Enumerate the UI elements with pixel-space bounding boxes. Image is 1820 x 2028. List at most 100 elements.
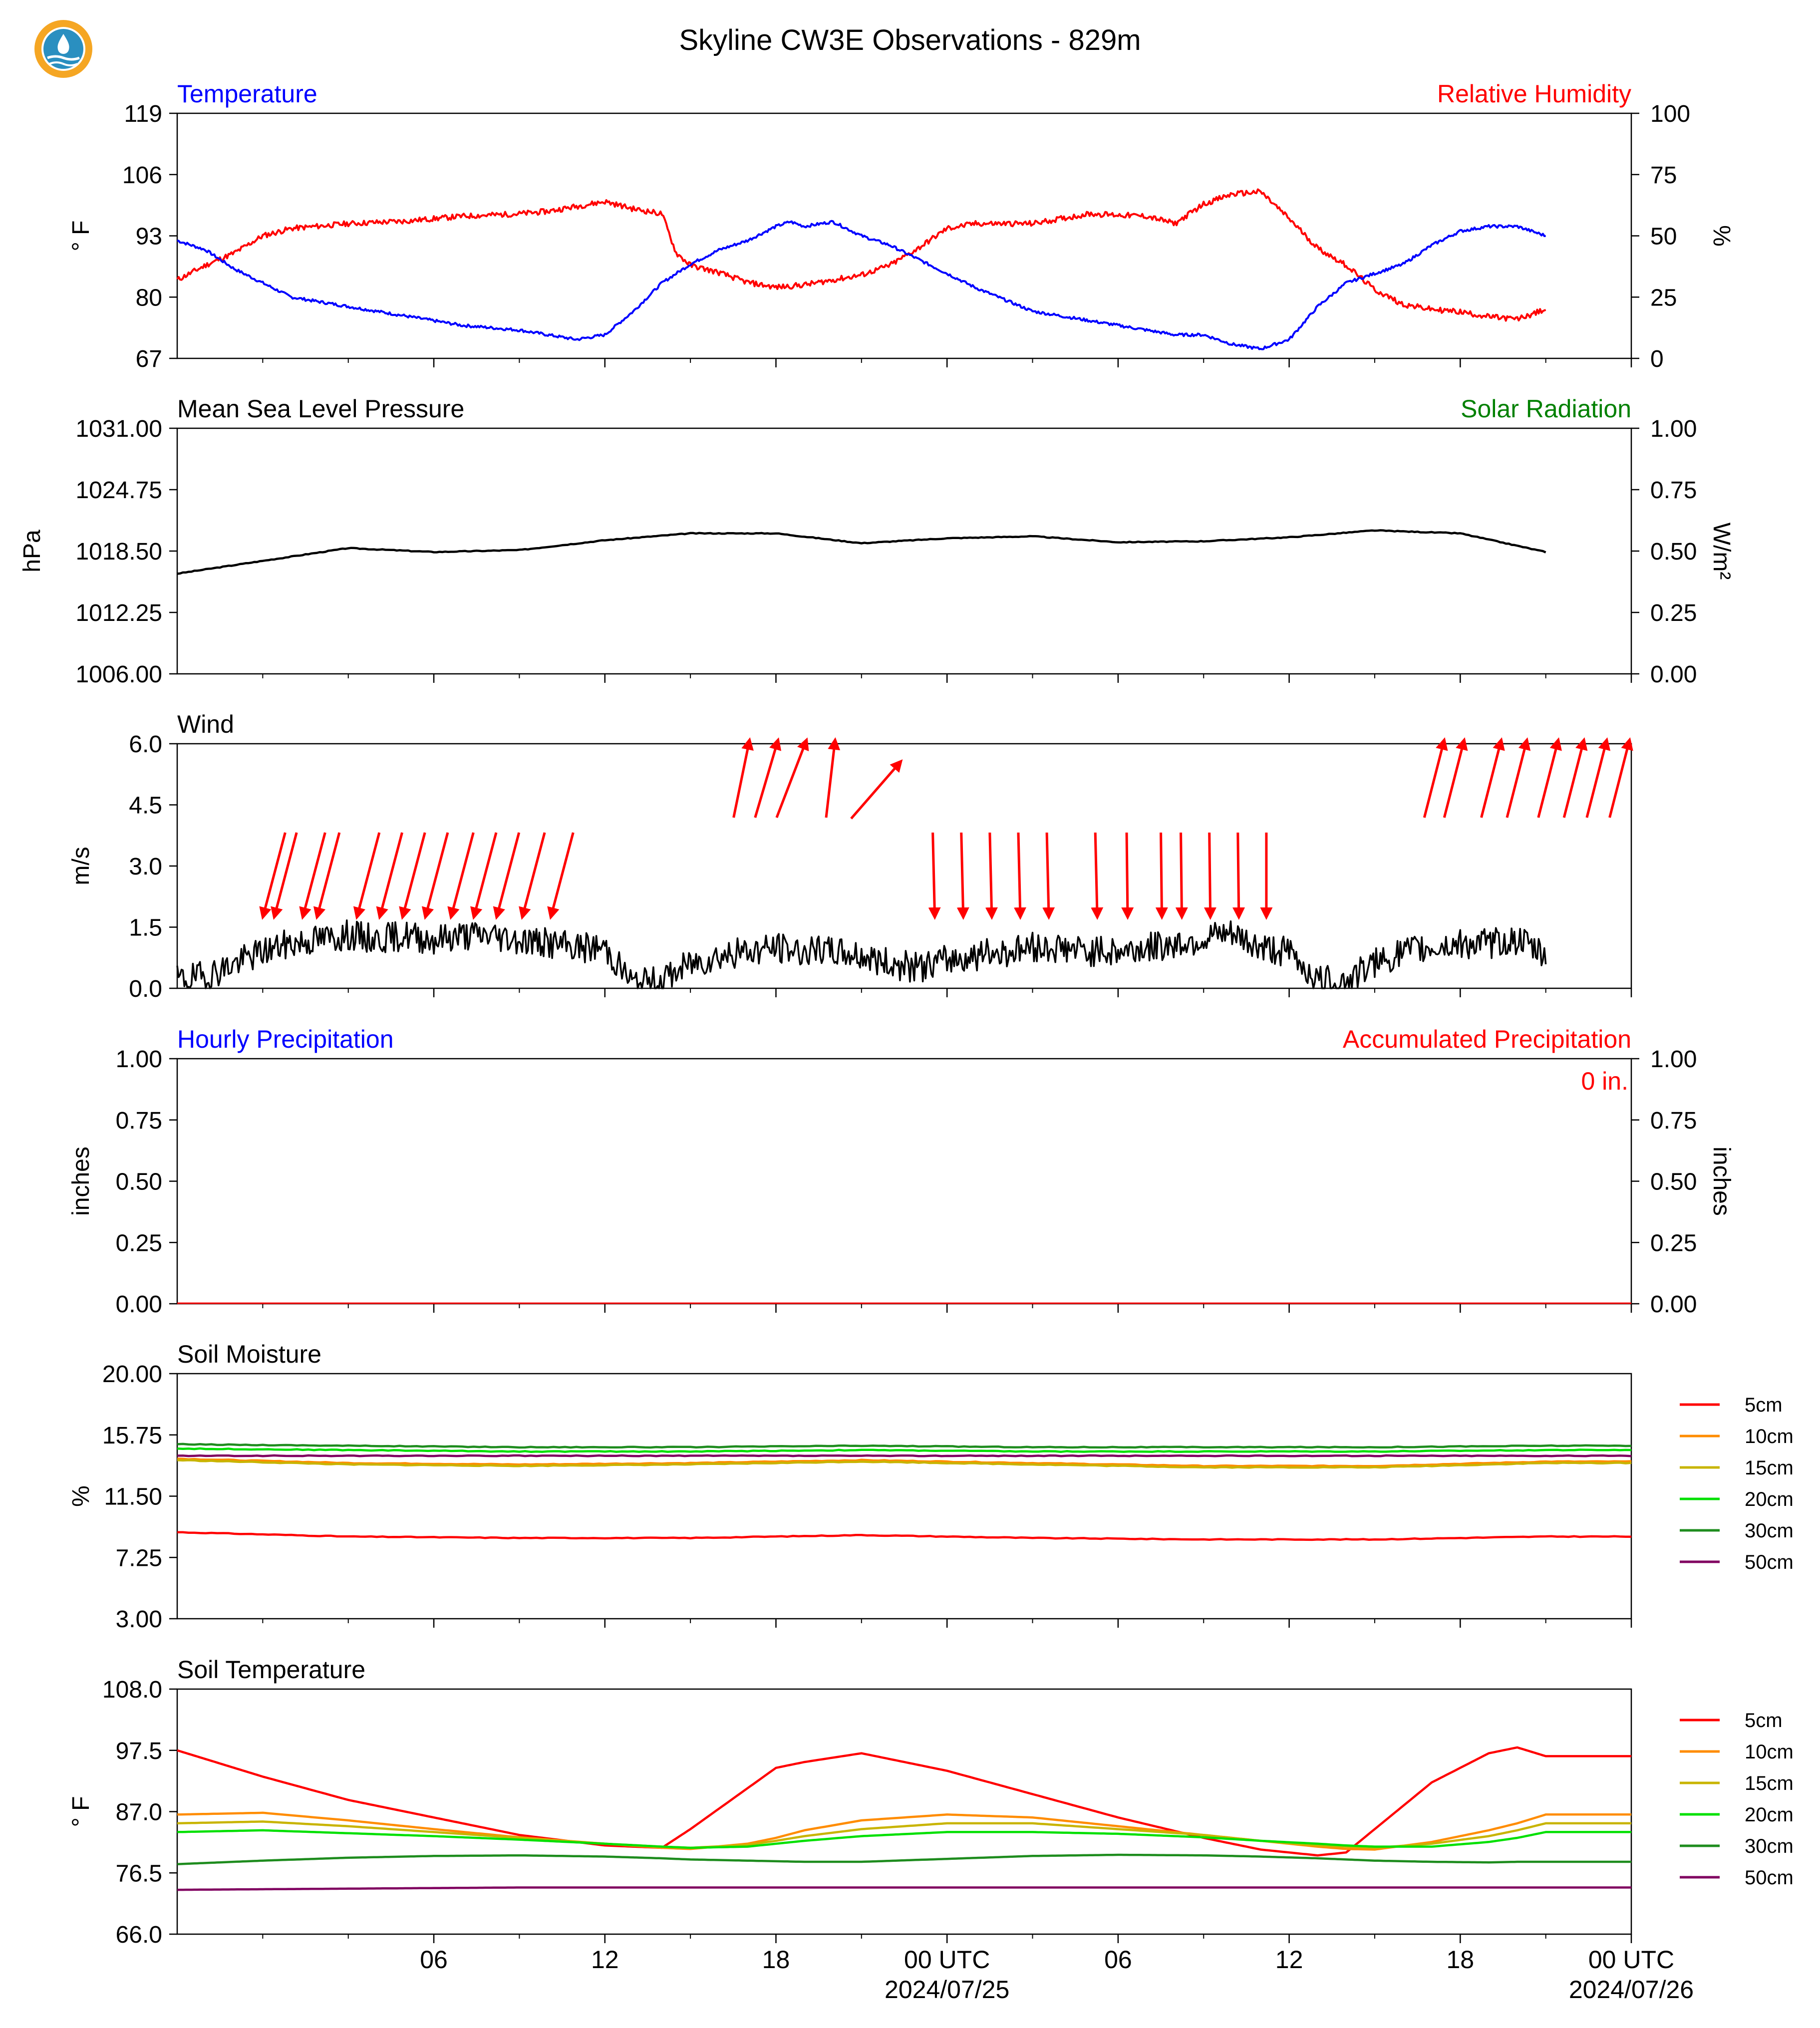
wind-direction-arrow bbox=[399, 832, 426, 920]
pressure-y2tick-label: 0.75 bbox=[1650, 477, 1697, 504]
legend-label: 5cm bbox=[1745, 1710, 1783, 1732]
panel-wind: 6.0 4.5 3.0 1.5 0.0 Wind m/s bbox=[68, 710, 1633, 1002]
precip-ytick-label: 0.00 bbox=[116, 1291, 162, 1318]
wind-direction-arrow bbox=[1443, 737, 1468, 818]
wind-frame bbox=[176, 743, 1632, 989]
wind-direction-arrow bbox=[850, 759, 903, 820]
pressure-series-line bbox=[177, 529, 1546, 575]
temp_rh-right-title: Relative Humidity bbox=[1437, 80, 1631, 108]
legend-soil_moisture: 5cm 10cm 15cm 20cm 30cm 50cm bbox=[1680, 1394, 1794, 1573]
wind-series-line bbox=[176, 919, 1547, 989]
wind-ytick-label: 3.0 bbox=[129, 854, 162, 880]
logo-wave-2 bbox=[49, 61, 78, 66]
time-tick-label: 00 UTC bbox=[904, 1946, 990, 1974]
wind-direction-arrow bbox=[470, 832, 498, 920]
temp_rh-ytick-label: 67 bbox=[136, 346, 162, 372]
pressure-ytick-label: 1031.00 bbox=[75, 416, 162, 442]
wind-direction-arrow bbox=[313, 832, 341, 920]
figure-title: Skyline CW3E Observations - 829m bbox=[679, 24, 1141, 56]
legends-layer: 5cm 10cm 15cm 20cm 30cm 50cm 5cm 10cm 15cm 20cm 30… bbox=[1680, 1394, 1794, 1889]
soil_moisture-left-title: Soil Moisture bbox=[177, 1340, 321, 1368]
pressure-y2tick-label: 0.00 bbox=[1650, 661, 1697, 688]
time-tick-label: 12 bbox=[1275, 1946, 1303, 1974]
precip-frame bbox=[176, 1058, 1632, 1305]
wind-direction-arrow bbox=[353, 832, 381, 920]
wind-direction-arrow bbox=[1091, 832, 1104, 920]
panel-precip: 1.00 0.75 0.50 0.25 0.00 1.00 0.75 0.50 0.25 0.00… bbox=[68, 1025, 1735, 1318]
precip-y2tick-label: 0.75 bbox=[1650, 1108, 1697, 1134]
precip-y2tick-label: 0.00 bbox=[1650, 1291, 1697, 1318]
soil_temp-series-line bbox=[177, 1886, 1631, 1891]
wind-direction-arrow bbox=[519, 832, 546, 920]
wind-ytick-label: 6.0 bbox=[129, 731, 162, 758]
cw3e-logo-icon bbox=[34, 20, 92, 78]
legend-label: 20cm bbox=[1745, 1804, 1794, 1826]
pressure-y2tick-label: 1.00 bbox=[1650, 416, 1697, 442]
time-tick-label: 00 UTC bbox=[1588, 1946, 1674, 1974]
temp_rh-right-unit: % bbox=[1708, 225, 1735, 247]
temp_rh-left-title: Temperature bbox=[177, 80, 317, 108]
time-date-label: 2024/07/26 bbox=[1569, 1976, 1694, 2004]
wind-direction-arrow bbox=[493, 832, 521, 920]
soil_moisture-series-line bbox=[177, 1457, 1632, 1467]
soil_moisture-series-line bbox=[177, 1454, 1632, 1457]
precip-right-title: Accumulated Precipitation bbox=[1343, 1025, 1631, 1053]
soil_temp-ytick-label: 76.5 bbox=[116, 1860, 162, 1887]
soil_moisture-ytick-label: 15.75 bbox=[102, 1423, 162, 1449]
temp_rh-ytick-label: 93 bbox=[136, 224, 162, 250]
soil_moisture-left-unit: % bbox=[68, 1485, 94, 1507]
wind-direction-arrow bbox=[1155, 832, 1168, 920]
wind-direction-arrow bbox=[1232, 832, 1245, 920]
soil_temp-frame bbox=[176, 1688, 1632, 1935]
precip-ytick-label: 0.25 bbox=[116, 1230, 162, 1256]
wind-direction-arrow bbox=[376, 832, 403, 920]
soil_moisture-series-line bbox=[177, 1459, 1632, 1469]
wind-direction-arrow bbox=[928, 832, 941, 920]
pressure-y2tick-label: 0.25 bbox=[1650, 600, 1697, 626]
time-tick-label: 06 bbox=[1104, 1946, 1132, 1974]
soil_moisture-ytick-label: 3.00 bbox=[116, 1606, 162, 1633]
soil_moisture-frame bbox=[176, 1373, 1632, 1620]
precip-y2tick-label: 0.25 bbox=[1650, 1230, 1697, 1256]
precip-left-unit: inches bbox=[68, 1147, 94, 1216]
soil_moisture-series-line bbox=[177, 1447, 1632, 1453]
panel-pressure: 1031.00 1024.75 1018.50 1012.25 1006.00 1.00 0… bbox=[19, 395, 1735, 688]
temp_rh-series-line bbox=[176, 188, 1546, 322]
pressure-right-unit: W/m² bbox=[1708, 523, 1735, 580]
precip-ytick-label: 0.75 bbox=[116, 1108, 162, 1134]
soil_moisture-ytick-label: 7.25 bbox=[116, 1545, 162, 1571]
pressure-ytick-label: 1006.00 bbox=[75, 661, 162, 688]
logo-drop bbox=[57, 34, 69, 54]
soil_moisture-series-line bbox=[177, 1531, 1632, 1541]
wind-direction-arrow bbox=[547, 832, 575, 920]
pressure-left-title: Mean Sea Level Pressure bbox=[177, 395, 464, 423]
logo-wave bbox=[47, 55, 80, 61]
panels-layer: 119 106 93 80 67 100 75 50 25 0 Temperature Relativ… bbox=[19, 80, 1735, 1948]
wind-ytick-label: 4.5 bbox=[129, 793, 162, 819]
precip-ytick-label: 1.00 bbox=[116, 1046, 162, 1073]
wind-direction-arrow bbox=[985, 832, 998, 920]
soil_moisture-series-line bbox=[177, 1443, 1632, 1449]
precip-y2tick-label: 0.50 bbox=[1650, 1169, 1697, 1195]
soil_moisture-ytick-label: 20.00 bbox=[102, 1361, 162, 1388]
panel-temp_rh: 119 106 93 80 67 100 75 50 25 0 Temperature Relativ… bbox=[68, 80, 1735, 372]
legend-label: 30cm bbox=[1745, 1835, 1794, 1857]
legend-label: 5cm bbox=[1745, 1394, 1783, 1416]
wind-direction-arrow bbox=[1506, 737, 1531, 818]
temp_rh-left-unit: ° F bbox=[68, 221, 94, 252]
legend-label: 15cm bbox=[1745, 1772, 1794, 1794]
pressure-left-unit: hPa bbox=[19, 530, 45, 573]
wind-direction-arrow bbox=[1175, 832, 1188, 920]
temp_rh-series-line bbox=[177, 220, 1546, 350]
temp_rh-y2tick-label: 0 bbox=[1650, 346, 1664, 372]
panel-soil_moisture: 20.00 15.75 11.50 7.25 3.00 Soil Moisture% bbox=[68, 1340, 1632, 1633]
wind-direction-arrow bbox=[299, 832, 326, 920]
wind-ytick-label: 0.0 bbox=[129, 976, 162, 1002]
wind-direction-arrow bbox=[1585, 737, 1611, 818]
precip-y2tick-label: 1.00 bbox=[1650, 1046, 1697, 1073]
legend-label: 30cm bbox=[1745, 1520, 1794, 1542]
soil_temp-series-line bbox=[177, 1746, 1631, 1857]
pressure-ytick-label: 1012.25 bbox=[75, 600, 162, 626]
wind-direction-arrow bbox=[1204, 832, 1216, 920]
